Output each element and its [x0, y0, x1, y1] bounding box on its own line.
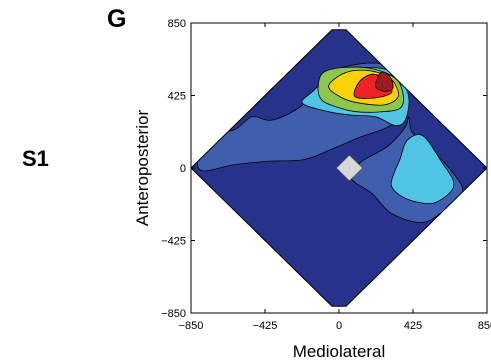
x-tick-label: −425: [253, 320, 278, 332]
y-tick-label: 425: [168, 91, 186, 103]
electrode-marker: [335, 154, 363, 182]
x-tick-label: 850: [478, 320, 491, 332]
x-axis: −850 −425 0 425 850: [179, 23, 491, 332]
x-tick-label: 425: [404, 320, 422, 332]
panel-label: G: [107, 5, 127, 33]
y-axis-label: Anteroposterior: [133, 110, 152, 227]
contour-level-2-region-2: [390, 134, 455, 205]
y-tick-label: 850: [168, 18, 186, 30]
y-tick-label: 0: [180, 163, 186, 175]
contour-layers: [191, 29, 487, 307]
y-tick-label: −425: [161, 236, 186, 248]
y-axis: −850 −425 0 425 850: [161, 18, 487, 320]
row-label: S1: [22, 146, 49, 171]
x-tick-label: 0: [336, 320, 342, 332]
x-tick-label: −850: [179, 320, 204, 332]
contour-level-6-region-6: [375, 71, 394, 92]
x-axis-label: Mediolateral: [293, 342, 386, 361]
y-tick-label: −850: [161, 308, 186, 320]
